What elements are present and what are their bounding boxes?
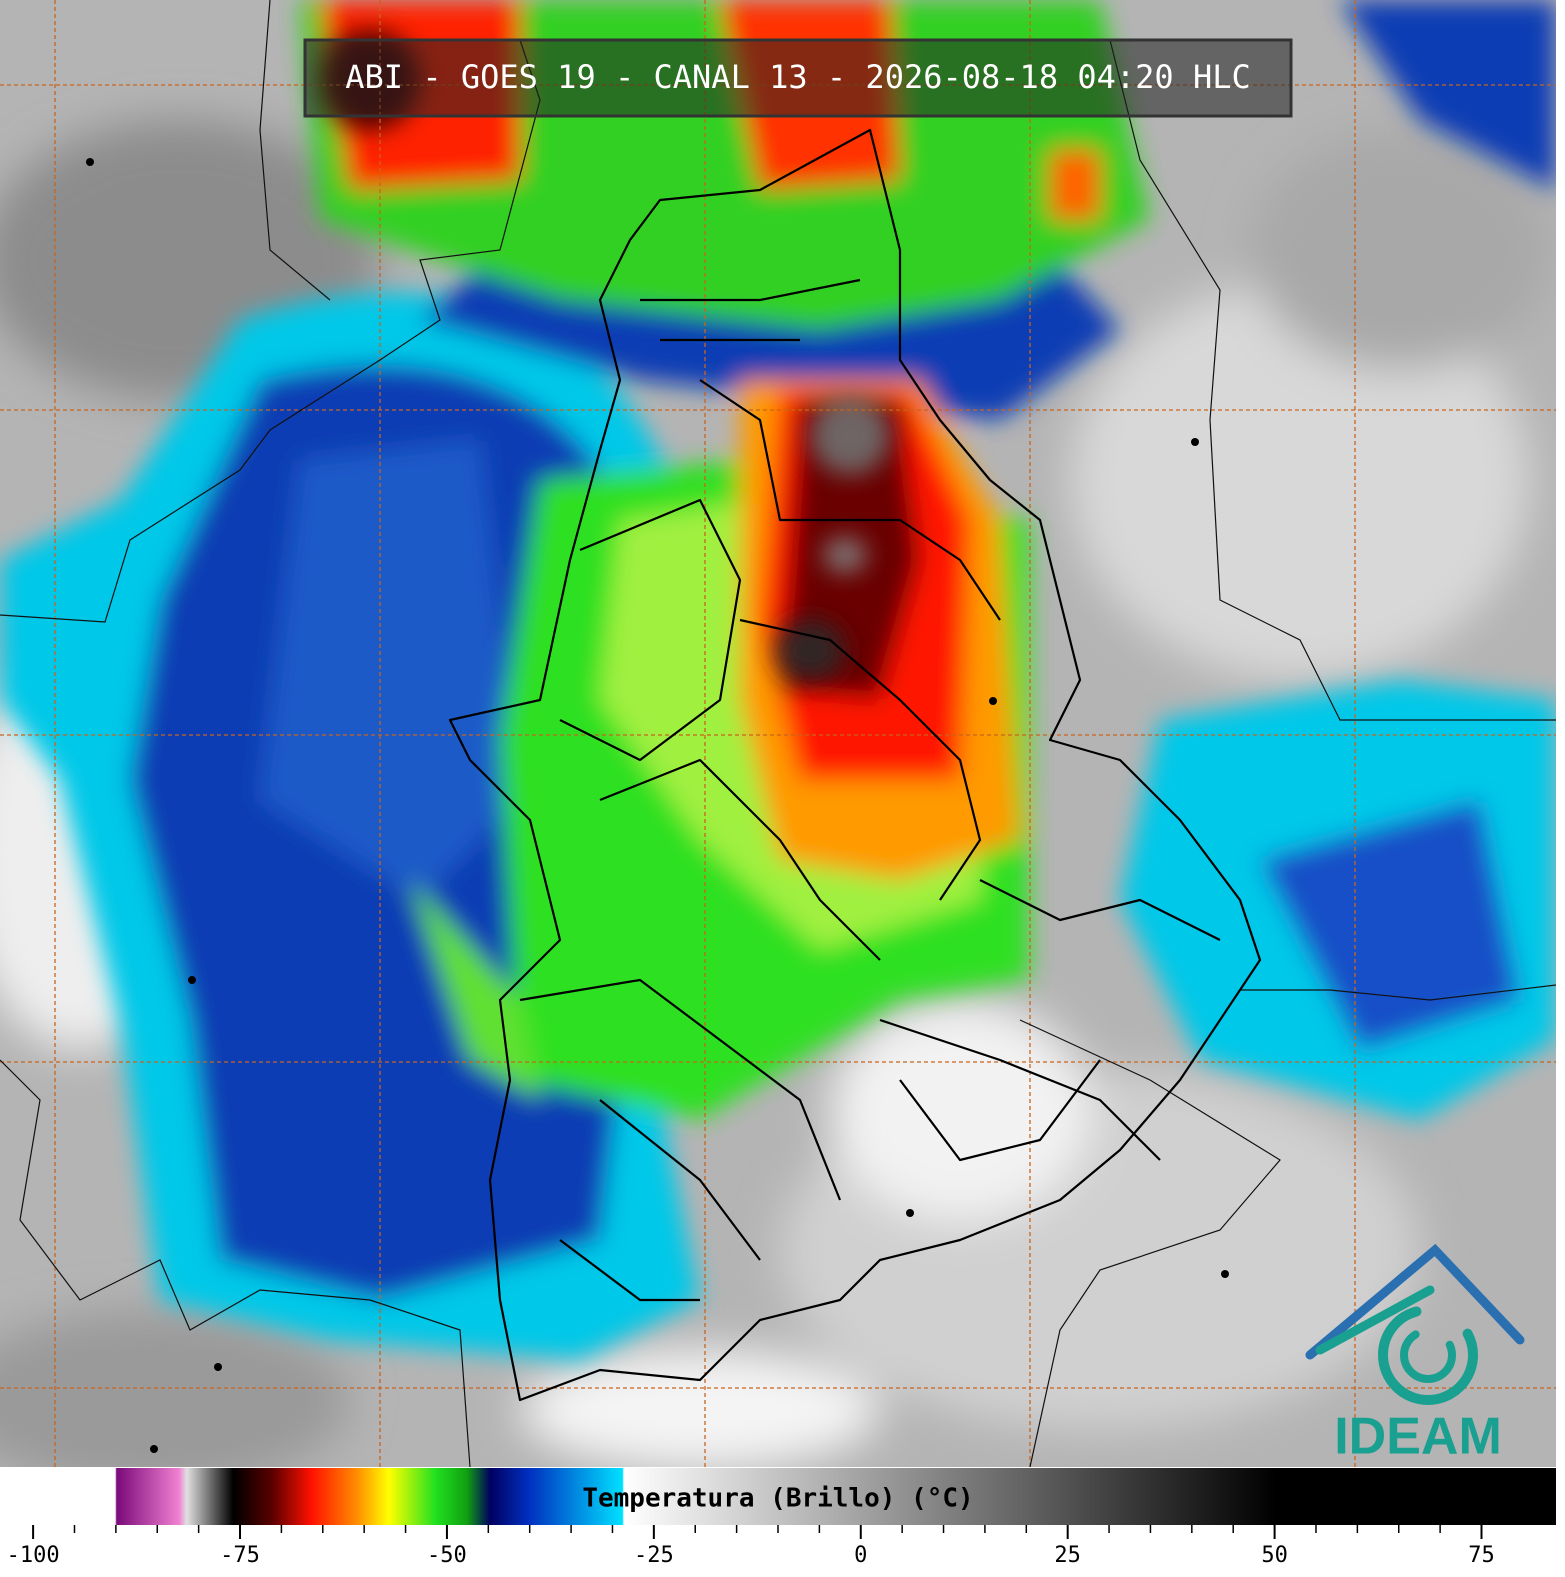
colorbar-label: Temperatura (Brillo) (°C) bbox=[582, 1484, 973, 1514]
logo-emblem bbox=[1305, 1243, 1525, 1405]
colorbar bbox=[0, 1468, 1556, 1525]
tick-label: 75 bbox=[1468, 1543, 1495, 1568]
tick-label: -50 bbox=[427, 1543, 467, 1568]
tick-label: -100 bbox=[7, 1543, 60, 1568]
tick-label: -75 bbox=[220, 1543, 260, 1568]
colorbar-axis: -100 -75 -50 -25 0 25 50 75 bbox=[7, 1525, 1495, 1568]
logo-text: IDEAM bbox=[1334, 1408, 1502, 1466]
tick-label: -25 bbox=[634, 1543, 674, 1568]
tick-label: 25 bbox=[1054, 1543, 1081, 1568]
title-box bbox=[303, 38, 1293, 118]
boundaries bbox=[0, 0, 1556, 1467]
tick-label: 0 bbox=[854, 1543, 867, 1568]
map bbox=[0, 0, 1556, 1467]
title: ABI - GOES 19 - CANAL 13 - 2026-08-18 04… bbox=[345, 58, 1250, 96]
cities bbox=[86, 158, 1229, 1453]
tick-label: 50 bbox=[1261, 1543, 1288, 1568]
